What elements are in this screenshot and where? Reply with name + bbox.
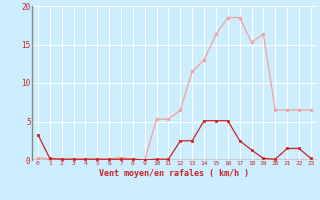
X-axis label: Vent moyen/en rafales ( km/h ): Vent moyen/en rafales ( km/h ) [100, 169, 249, 178]
